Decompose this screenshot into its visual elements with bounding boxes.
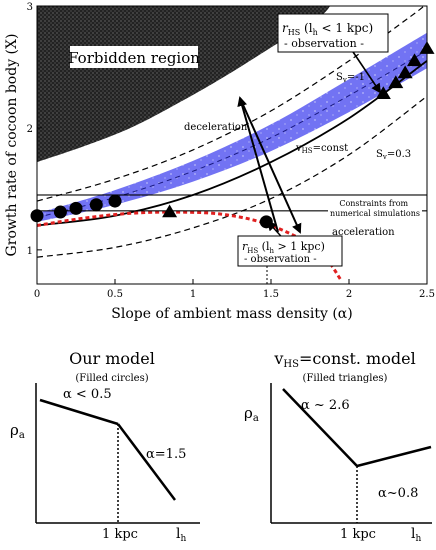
sv-minus-1-curve [37, 6, 425, 202]
rhs-large-label: rHS (lh > 1 kpc) [242, 240, 325, 255]
y-tick-label: 1 [27, 246, 33, 257]
vhs-model-segment-1 [282, 388, 358, 467]
sv-0-3-label: Sv=0.3 [376, 149, 411, 161]
filled-triangle-point [162, 204, 178, 218]
band-label-bg [328, 197, 422, 219]
x-tick-label: 2 [346, 289, 352, 300]
our-model-x-tick: 1 kpc [102, 527, 138, 542]
our-model-segment-1 [39, 398, 119, 426]
data-markers [30, 41, 435, 229]
vhs-model-title: vHS=const. model [273, 349, 415, 370]
blue-band-center-dashes [37, 50, 427, 218]
filled-triangle-point [407, 53, 423, 67]
rhs-large-label-box [237, 235, 343, 267]
y-axis-label: Growth rate of cocoon body (X) [4, 34, 20, 257]
filled-circle-point [259, 215, 273, 229]
acceleration-label: acceleration [332, 227, 395, 238]
vhs-model-x-label: lh [411, 526, 421, 544]
sv-0-3-curve [37, 95, 427, 258]
forbidden-region [37, 6, 331, 163]
deceleration-arrow [237, 96, 279, 233]
red-dotted-curve [37, 210, 343, 282]
filled-triangle-point [397, 65, 413, 79]
numerical-constraint-band [37, 194, 427, 212]
band-label-line-1: Constraints from [339, 199, 408, 208]
our-model-inset: Our model (Filled circles) α < 0.5 α=1.5… [10, 349, 200, 544]
acceleration-arrow [239, 97, 302, 234]
vhs-model-inset: vHS=const. model (Filled triangles) α ~ … [244, 349, 432, 544]
vhs-const-label: vHS=const [295, 143, 348, 155]
main-chart: 0 0.5 1 1.5 2 2.5 1 2 3 Forbidden region rHS (lh… [4, 2, 435, 322]
filled-triangle-point [419, 41, 435, 54]
our-model-y-label: ρa [10, 421, 25, 441]
vhs-model-y-label: ρa [244, 404, 259, 424]
vhs-model-seg2-label: α~0.8 [378, 486, 418, 501]
filled-triangle-point [375, 86, 391, 100]
filled-circle-point [89, 198, 103, 212]
rhs-small-observation: - observation - [284, 37, 364, 50]
our-model-segment-2 [117, 423, 176, 501]
sv-minus-1-label: Sv=-1 [336, 72, 365, 84]
rhs-large-observation: - observation - [244, 254, 317, 265]
filled-triangle-point [388, 75, 404, 89]
our-model-x-label: lh [176, 526, 186, 544]
plot-frame [36, 5, 428, 285]
x-tick-label: 0 [34, 289, 40, 300]
vhs-model-subtitle: (Filled triangles) [303, 373, 388, 384]
rhs-small-label: rHS (lh < 1 kpc) [282, 21, 373, 37]
filled-circle-point [53, 205, 67, 219]
x-tick-label: 2.5 [419, 289, 435, 300]
rhs-small-label-box [277, 13, 389, 53]
y-tick-label: 3 [27, 2, 33, 13]
deceleration-label: deceleration [184, 122, 248, 133]
vhs-model-segment-2 [356, 445, 432, 468]
our-model-seg2-label: α=1.5 [146, 447, 186, 462]
band-label: Constraints from numerical simulations [330, 199, 420, 218]
our-model-seg1-label: α < 0.5 [63, 387, 112, 402]
vhs-model-x-tick: 1 kpc [340, 527, 376, 542]
vhs-const-curve [37, 60, 427, 227]
filled-circle-point [108, 194, 122, 208]
y-tick-label: 2 [27, 124, 33, 135]
axis-ticks: 0 0.5 1 1.5 2 2.5 1 2 3 [27, 2, 435, 300]
filled-circle-point [69, 201, 83, 215]
filled-circle-point [30, 209, 44, 223]
our-model-title: Our model [69, 349, 155, 368]
x-tick-label: 1 [190, 289, 196, 300]
our-model-subtitle: (Filled circles) [75, 373, 148, 384]
forbidden-region-label: Forbidden region [68, 49, 200, 67]
vhs-model-seg1-label: α ~ 2.6 [301, 398, 350, 413]
band-label-line-2: numerical simulations [330, 209, 420, 218]
forbidden-label-box [70, 46, 198, 68]
x-tick-label: 0.5 [107, 289, 123, 300]
x-axis-label: Slope of ambient mass density (α) [111, 306, 352, 322]
x-tick-label: 1.5 [263, 289, 279, 300]
